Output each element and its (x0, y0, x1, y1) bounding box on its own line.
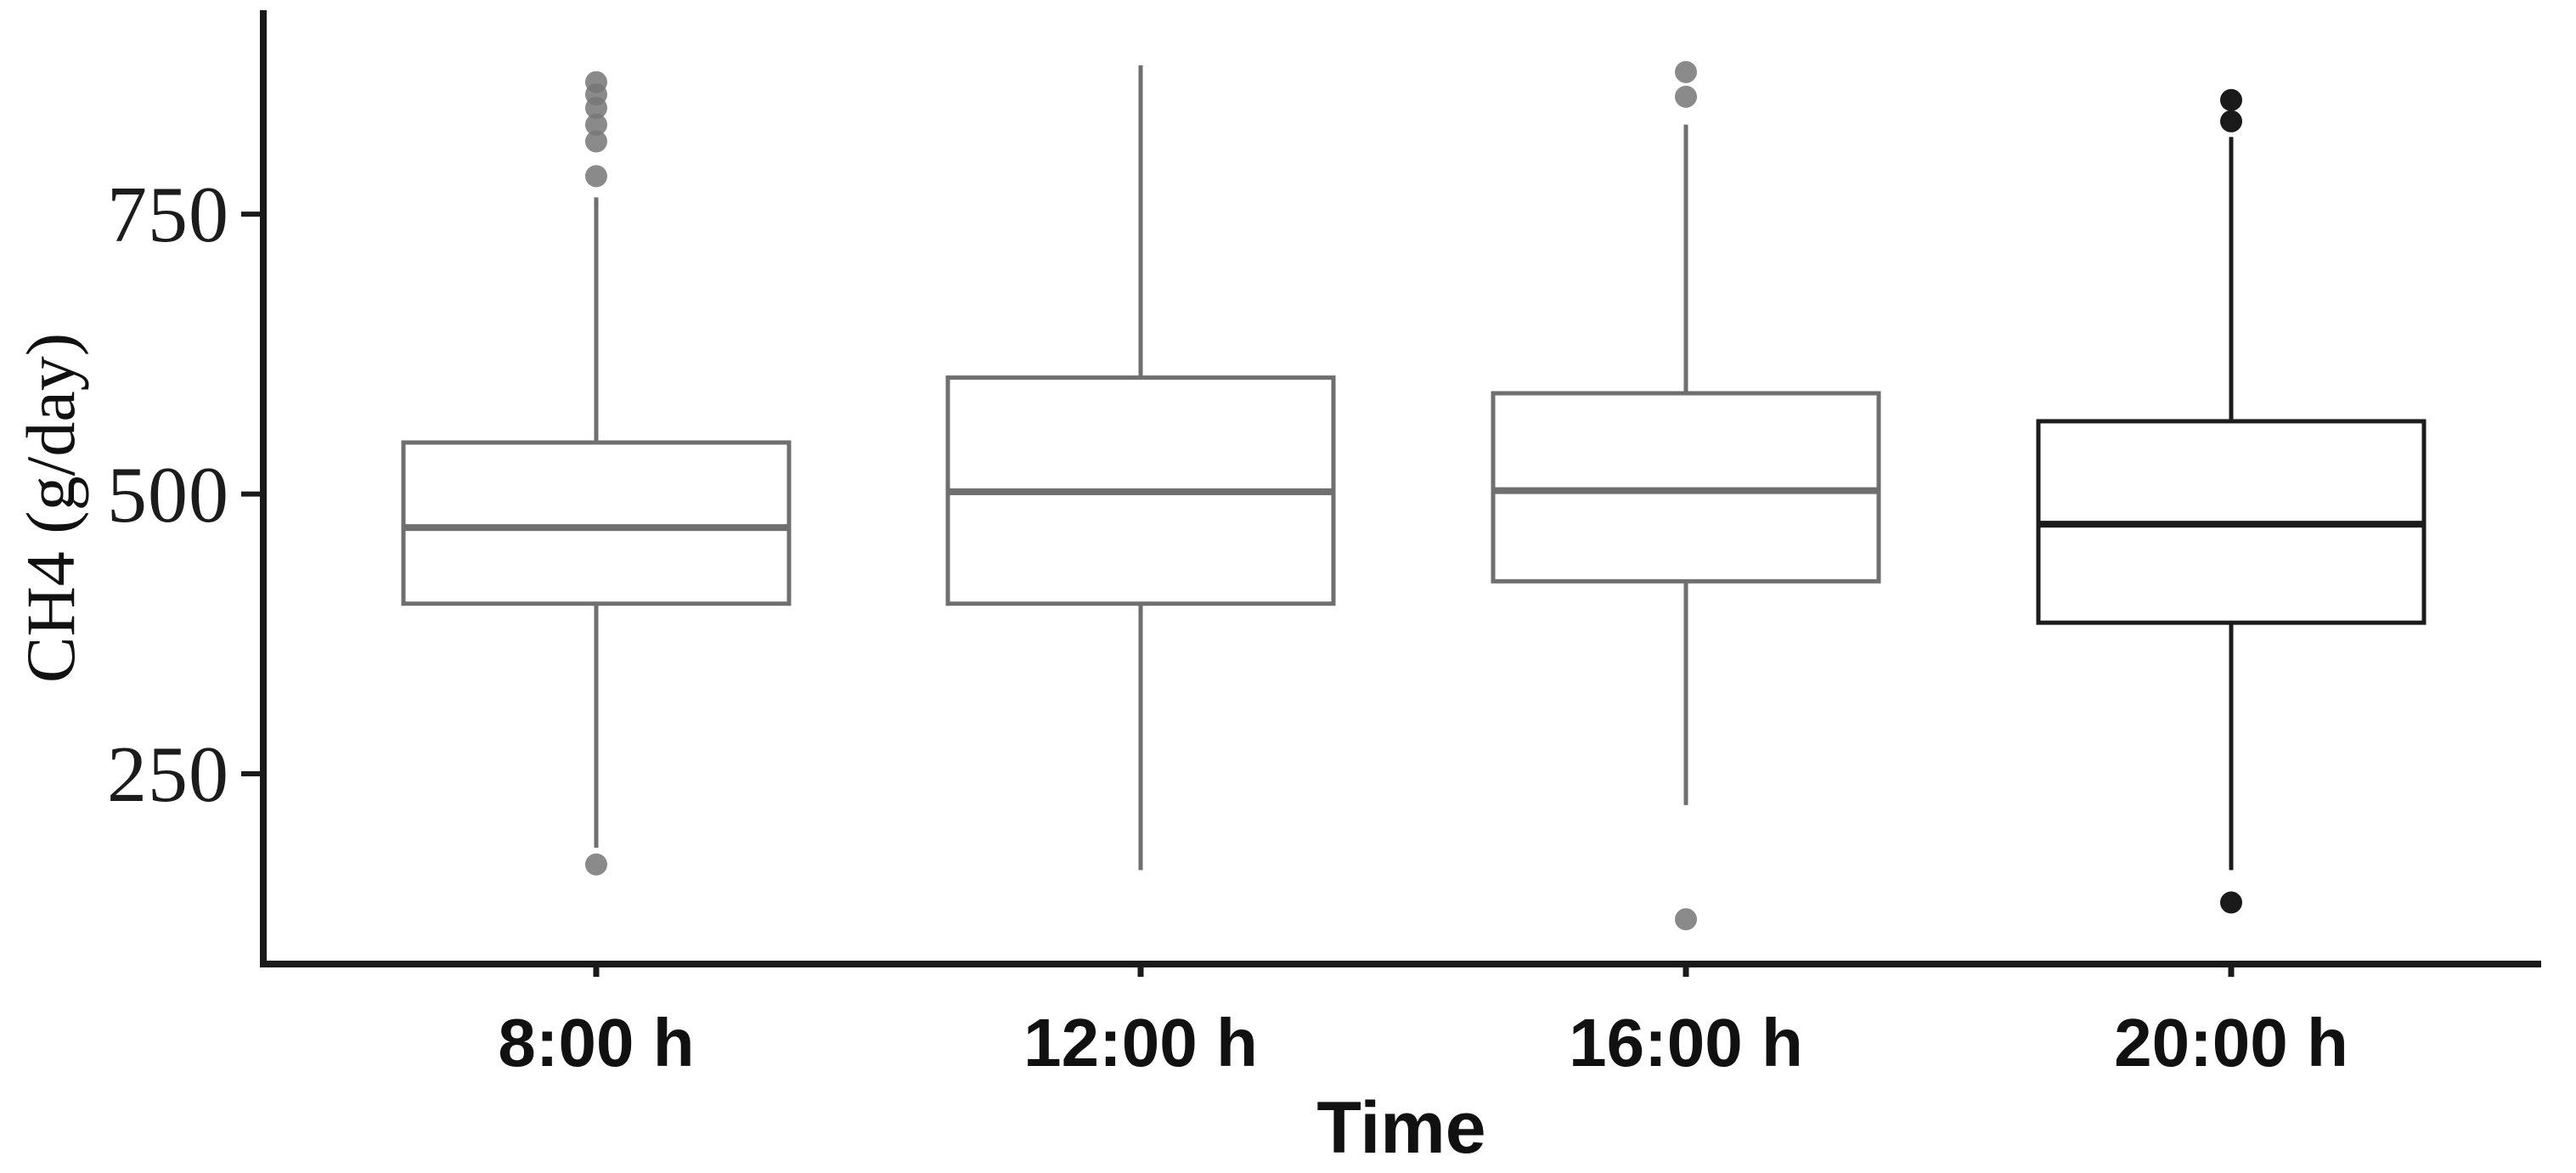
x-tick-label-1600: 16:00 h (1569, 1005, 1803, 1080)
y-tick-label-250: 250 (107, 730, 229, 819)
y-tick-label-500: 500 (107, 451, 229, 539)
y-tick-label-750: 750 (107, 171, 229, 259)
y-axis-title: CH4 (g/day) (12, 332, 89, 684)
x-axis-title: Time (1316, 1086, 1486, 1169)
x-tick-label-0800: 8:00 h (498, 1005, 695, 1080)
x-tick-label-2000: 20:00 h (2114, 1005, 2348, 1080)
x-tick-label-1200: 12:00 h (1023, 1005, 1258, 1080)
